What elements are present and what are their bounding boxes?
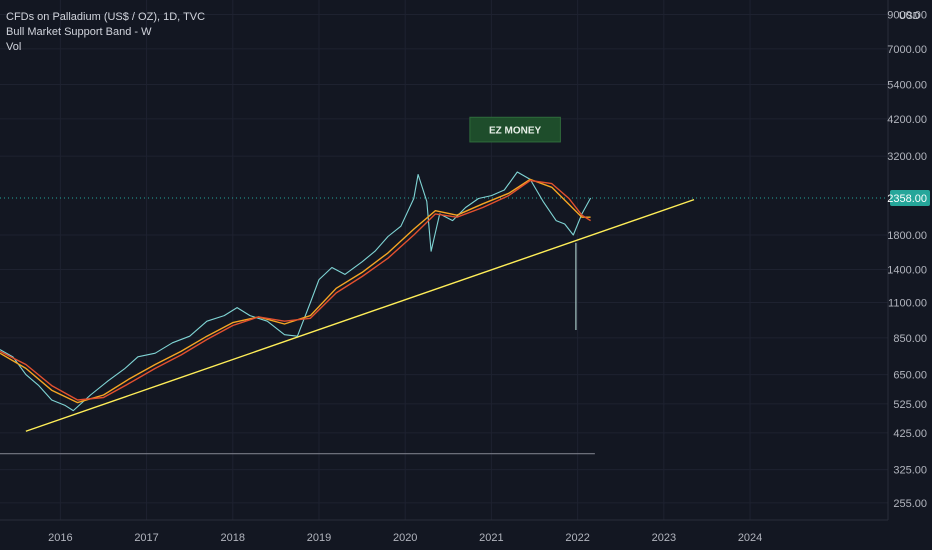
chart-annotations: EZ MONEY — [0, 116, 888, 455]
y-tick-label: 7000.00 — [887, 44, 927, 56]
y-tick-label: 1100.00 — [888, 298, 927, 310]
x-tick-label: 2021 — [479, 532, 503, 544]
symbol-title[interactable]: CFDs on Palladium (US$ / OZ), 1D, TVC — [6, 11, 206, 23]
chart-grid — [0, 0, 888, 520]
y-tick-label: 3200.00 — [887, 151, 927, 163]
x-tick-label: 2023 — [652, 532, 676, 544]
x-tick-label: 2018 — [221, 532, 245, 544]
ez-money-label: EZ MONEY — [489, 126, 542, 137]
ez-money-box — [469, 116, 561, 143]
currency-label: USD — [898, 11, 920, 22]
y-tick-label: 1800.00 — [887, 230, 927, 242]
y-tick-label: 650.00 — [893, 370, 927, 382]
trend-line — [25, 198, 695, 432]
volume-label[interactable]: Vol — [6, 41, 22, 53]
x-tick-label: 2022 — [565, 532, 589, 544]
y-tick-label: 4200.00 — [887, 114, 927, 126]
y-tick-label: 9000.00 — [887, 9, 927, 21]
time-axis[interactable]: 2016 2017 2018 2019 2020 2021 2022 2023 2024 — [0, 519, 888, 544]
y-tick-label: 1400.00 — [887, 264, 927, 276]
x-tick-label: 2019 — [307, 532, 331, 544]
chart-legend: CFDs on Palladium (US$ / OZ), 1D, TVC Bu… — [6, 10, 205, 55]
x-tick-label: 2024 — [738, 532, 762, 544]
price-axis[interactable]: 9000.00 7000.00 5400.00 4200.00 3200.00 1800.… — [887, 0, 932, 550]
y-tick-label: 255.00 — [893, 498, 927, 510]
x-tick-label: 2020 — [393, 532, 417, 544]
price-series-line — [0, 171, 592, 412]
x-tick-label: 2017 — [134, 532, 158, 544]
ema-series-line — [0, 178, 591, 404]
y-tick-label: 850.00 — [893, 333, 927, 345]
y-tick-label: 325.00 — [893, 465, 927, 477]
price-axis-bg — [888, 0, 932, 550]
current-price-tag — [890, 190, 930, 207]
y-tick-label: 5400.00 — [887, 79, 927, 91]
y-tick-label: 525.00 — [893, 399, 927, 411]
sma-series-line — [0, 179, 591, 401]
y-tick-label: 425.00 — [893, 428, 927, 440]
indicator-label[interactable]: Bull Market Support Band - W — [6, 26, 152, 38]
current-price-label: 2358.00 — [887, 193, 927, 205]
x-tick-label: 2016 — [48, 532, 72, 544]
chart-series — [0, 171, 592, 412]
